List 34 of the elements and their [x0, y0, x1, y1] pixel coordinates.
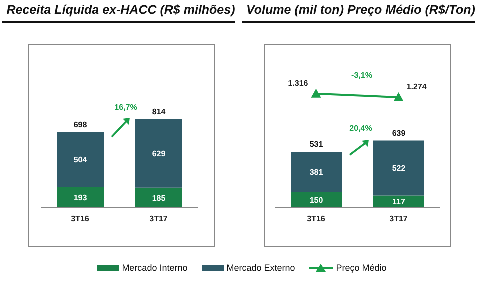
data-label: 185: [152, 194, 166, 203]
x-tick-label: 3T16: [71, 214, 90, 224]
x-tick-label: 3T16: [307, 214, 326, 224]
annotation: -3,1%: [350, 71, 374, 80]
bar: [374, 140, 424, 196]
bar: [374, 196, 424, 208]
chart-title: Volume (mil ton) Preço Médio (R$/Ton): [246, 3, 476, 17]
data-label: 1.316: [288, 78, 309, 88]
data-label: 193: [74, 193, 88, 202]
data-label: 117: [392, 198, 406, 207]
bar: [136, 188, 182, 208]
total-label: 531: [310, 140, 324, 150]
total-label: 814: [152, 108, 166, 117]
bar: [291, 192, 342, 208]
legend-label: Mercado Interno: [122, 263, 188, 273]
total-label: 639: [392, 128, 406, 138]
legend-label: Mercado Externo: [226, 263, 296, 273]
annotation: 20,4%: [348, 124, 374, 133]
annotation: 16,7%: [114, 103, 138, 112]
bar: [57, 132, 104, 188]
bar: [136, 120, 182, 188]
bar: [57, 187, 104, 208]
total-label: 698: [74, 120, 88, 130]
chart-title: Receita Líquida ex-HACC (R$ milhões): [6, 3, 236, 17]
data-label: 381: [310, 168, 324, 178]
data-label: 504: [74, 155, 88, 164]
x-tick-label: 3T17: [390, 214, 408, 224]
data-label: 150: [310, 196, 324, 205]
x-tick-label: 3T17: [150, 214, 168, 224]
data-label: 629: [152, 150, 166, 159]
bar: [291, 152, 342, 192]
legend-label: Preço Médio: [336, 263, 387, 273]
data-label: 522: [392, 164, 406, 174]
data-label: 1.274: [406, 82, 428, 92]
